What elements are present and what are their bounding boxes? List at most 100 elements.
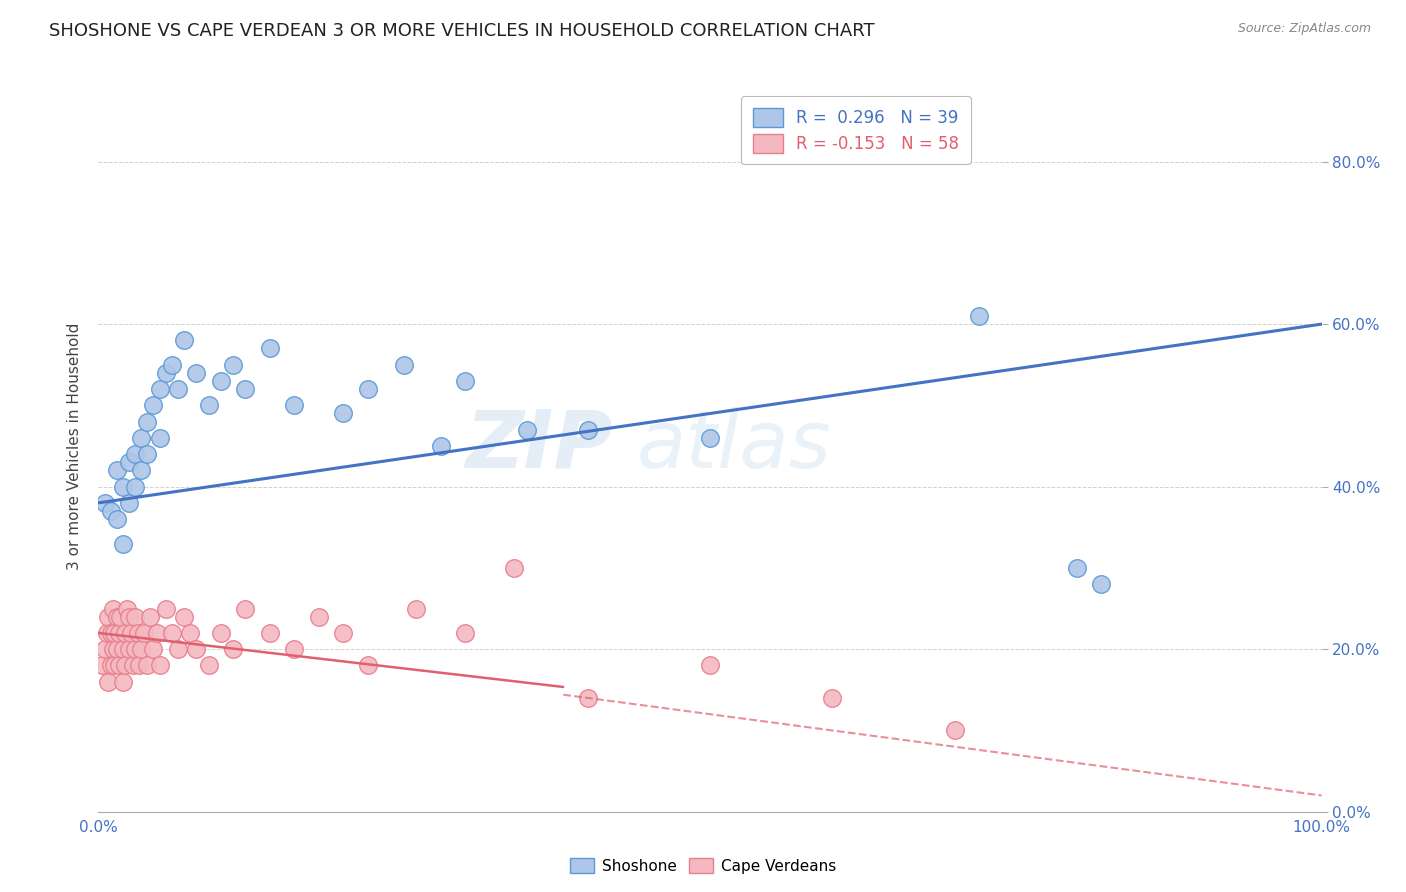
Point [308, 609, 330, 624]
Point [105, 642, 128, 657]
Point [105, 609, 128, 624]
Point [167, 382, 190, 396]
Point [118, 455, 141, 469]
Point [142, 642, 165, 657]
Point [93, 642, 115, 657]
Point [93, 496, 115, 510]
Point [430, 439, 453, 453]
Point [167, 642, 190, 657]
Point [699, 658, 721, 673]
Text: ZIP: ZIP [465, 407, 612, 485]
Point [96, 626, 118, 640]
Point [149, 431, 172, 445]
Point [105, 463, 128, 477]
Point [118, 642, 141, 657]
Point [124, 447, 146, 461]
Point [392, 358, 416, 372]
Point [103, 658, 125, 673]
Text: Source: ZipAtlas.com: Source: ZipAtlas.com [1237, 22, 1371, 36]
Point [149, 658, 172, 673]
Text: SHOSHONE VS CAPE VERDEAN 3 OR MORE VEHICLES IN HOUSEHOLD CORRELATION CHART: SHOSHONE VS CAPE VERDEAN 3 OR MORE VEHIC… [49, 22, 875, 40]
Point [111, 642, 134, 657]
Point [101, 642, 124, 657]
Text: atlas: atlas [637, 407, 831, 485]
Point [209, 626, 232, 640]
Point [108, 626, 131, 640]
Point [173, 609, 195, 624]
Point [515, 423, 537, 437]
Point [186, 366, 208, 380]
Point [118, 609, 141, 624]
Point [146, 626, 169, 640]
Legend: R =  0.296   N = 39, R = -0.153   N = 58: R = 0.296 N = 39, R = -0.153 N = 58 [741, 96, 970, 164]
Point [454, 626, 477, 640]
Point [129, 463, 152, 477]
Point [197, 658, 219, 673]
Point [136, 658, 159, 673]
Point [160, 626, 183, 640]
Point [124, 480, 146, 494]
Point [699, 431, 721, 445]
Point [149, 382, 172, 396]
Point [186, 642, 208, 657]
Point [967, 309, 990, 323]
Point [155, 601, 177, 615]
Point [943, 723, 966, 738]
Point [118, 496, 141, 510]
Point [120, 626, 142, 640]
Point [576, 690, 599, 705]
Point [209, 374, 232, 388]
Point [332, 626, 354, 640]
Point [114, 626, 136, 640]
Point [105, 512, 128, 526]
Point [136, 447, 159, 461]
Point [283, 398, 305, 412]
Point [356, 658, 378, 673]
Point [222, 358, 245, 372]
Point [110, 609, 132, 624]
Point [114, 658, 136, 673]
Point [103, 626, 125, 640]
Point [454, 374, 477, 388]
Point [233, 601, 256, 615]
Point [356, 382, 378, 396]
Point [222, 642, 245, 657]
Point [91, 658, 114, 673]
Point [405, 601, 427, 615]
Point [121, 658, 143, 673]
Point [142, 398, 165, 412]
Point [108, 658, 131, 673]
Point [332, 407, 354, 421]
Point [100, 504, 122, 518]
Point [283, 642, 305, 657]
Point [124, 642, 146, 657]
Point [111, 480, 134, 494]
Point [1066, 561, 1088, 575]
Point [132, 626, 155, 640]
Legend: Shoshone, Cape Verdeans: Shoshone, Cape Verdeans [564, 852, 842, 880]
Point [259, 626, 281, 640]
Point [576, 423, 599, 437]
Point [127, 626, 149, 640]
Point [124, 609, 146, 624]
Y-axis label: 3 or more Vehicles in Household: 3 or more Vehicles in Household [67, 322, 83, 570]
Point [111, 536, 134, 550]
Point [173, 334, 195, 348]
Point [101, 601, 124, 615]
Point [139, 609, 162, 624]
Point [179, 626, 201, 640]
Point [111, 674, 134, 689]
Point [259, 342, 281, 356]
Point [155, 366, 177, 380]
Point [197, 398, 219, 412]
Point [136, 415, 159, 429]
Point [129, 642, 152, 657]
Point [233, 382, 256, 396]
Point [821, 690, 844, 705]
Point [160, 358, 183, 372]
Point [115, 601, 138, 615]
Point [503, 561, 526, 575]
Point [97, 609, 120, 624]
Point [129, 431, 152, 445]
Point [97, 674, 120, 689]
